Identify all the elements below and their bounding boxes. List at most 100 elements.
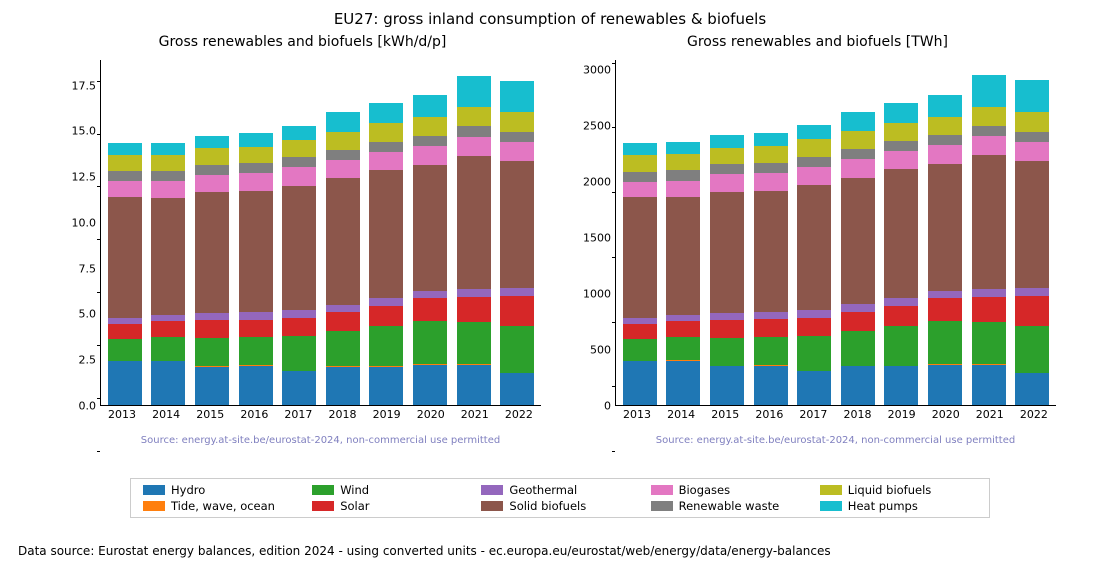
bar-segment-hydro	[797, 371, 831, 405]
legend-item-hydro: Hydro	[143, 483, 300, 497]
bar-segment-heatpumps	[151, 143, 185, 155]
y-tick-label: 500	[571, 344, 611, 357]
legend: HydroTide, wave, oceanWindSolarGeotherma…	[130, 478, 990, 518]
bar-slot	[234, 133, 278, 405]
bar-segment-solar	[884, 306, 918, 326]
bar-segment-biogases	[108, 181, 142, 197]
bar-segment-heatpumps	[797, 125, 831, 139]
bar-segment-heatpumps	[710, 135, 744, 148]
bar-segment-liquidbio	[841, 131, 875, 149]
bar-segment-renwaste	[797, 157, 831, 167]
bar-segment-liquidbio	[326, 132, 360, 150]
stacked-bar	[666, 142, 700, 405]
bar-segment-geothermal	[1015, 288, 1049, 295]
bar-segment-wind	[666, 337, 700, 361]
bar-segment-liquidbio	[282, 140, 316, 157]
bar-segment-solar	[797, 318, 831, 336]
y-tick-label: 17.5	[56, 79, 96, 92]
bar-segment-heatpumps	[108, 143, 142, 155]
legend-swatch	[820, 485, 842, 495]
bar-slot	[792, 125, 836, 405]
legend-item-heatpumps: Heat pumps	[820, 499, 977, 513]
bar-slot	[277, 126, 321, 405]
bar-segment-liquidbio	[108, 155, 142, 171]
bar-segment-biogases	[195, 175, 229, 192]
bar-segment-wind	[457, 322, 491, 364]
bar-segment-renwaste	[151, 171, 185, 181]
bar-segment-renwaste	[928, 135, 962, 145]
bar-segment-biogases	[326, 160, 360, 178]
bar-segment-solar	[1015, 296, 1049, 326]
bar-segment-renwaste	[457, 126, 491, 136]
stacked-bar	[151, 143, 185, 405]
x-tick-label: 2017	[791, 408, 835, 428]
right-panel: Gross renewables and biofuels [TWh] 0500…	[575, 52, 1060, 452]
bar-segment-hydro	[282, 371, 316, 405]
bar-segment-renwaste	[623, 172, 657, 182]
bar-segment-wind	[972, 322, 1006, 364]
bar-segment-biogases	[413, 146, 447, 165]
bar-segment-hydro	[710, 366, 744, 405]
stacked-bar	[1015, 80, 1049, 405]
bar-segment-solar	[500, 296, 534, 326]
stacked-bar	[413, 95, 447, 405]
stacked-bar	[326, 112, 360, 405]
figure: EU27: gross inland consumption of renewa…	[0, 0, 1100, 572]
legend-swatch	[651, 501, 673, 511]
bar-segment-biogases	[623, 182, 657, 198]
y-tick-mark	[612, 257, 615, 258]
bar-segment-renwaste	[239, 163, 273, 173]
y-tick-mark	[612, 63, 615, 64]
bar-segment-solidbio	[1015, 161, 1049, 289]
bar-segment-biogases	[457, 137, 491, 156]
legend-label: Wind	[340, 483, 369, 497]
bar-segment-solidbio	[239, 191, 273, 312]
left-bars	[101, 60, 541, 405]
y-tick-label: 2000	[571, 176, 611, 189]
bar-slot	[408, 95, 452, 405]
bar-segment-hydro	[841, 366, 875, 405]
x-tick-label: 2019	[880, 408, 924, 428]
bar-segment-biogases	[841, 159, 875, 177]
right-x-axis: 2013201420152016201720182019202020212022	[615, 408, 1056, 428]
bar-segment-renwaste	[413, 136, 447, 146]
stacked-bar	[623, 143, 657, 405]
bar-slot	[190, 136, 234, 405]
bar-segment-solidbio	[623, 197, 657, 318]
bar-segment-renwaste	[282, 157, 316, 167]
bar-segment-heatpumps	[884, 103, 918, 123]
legend-item-wind: Wind	[312, 483, 469, 497]
left-source-note: Source: energy.at-site.be/eurostat-2024,…	[100, 435, 541, 446]
bar-segment-solar	[195, 320, 229, 337]
bar-segment-liquidbio	[972, 107, 1006, 126]
bar-segment-biogases	[151, 181, 185, 197]
bar-segment-heatpumps	[841, 112, 875, 131]
bar-segment-heatpumps	[195, 136, 229, 149]
bar-segment-hydro	[457, 365, 491, 405]
x-tick-label: 2019	[365, 408, 409, 428]
bar-segment-renwaste	[841, 149, 875, 159]
bar-segment-geothermal	[884, 298, 918, 306]
legend-swatch	[481, 501, 503, 511]
bar-segment-hydro	[108, 361, 142, 405]
bar-segment-solar	[972, 297, 1006, 323]
right-bars	[616, 60, 1056, 405]
bar-segment-hydro	[666, 361, 700, 405]
bar-segment-biogases	[928, 145, 962, 164]
bar-segment-renwaste	[195, 165, 229, 175]
bar-segment-solar	[413, 298, 447, 321]
right-plot-area	[615, 60, 1056, 406]
stacked-bar	[500, 81, 534, 405]
bar-segment-heatpumps	[623, 143, 657, 155]
y-tick-label: 0.0	[56, 400, 96, 413]
x-tick-label: 2013	[100, 408, 144, 428]
bar-segment-wind	[623, 339, 657, 361]
right-panel-title: Gross renewables and biofuels [TWh]	[575, 34, 1060, 50]
bar-segment-solar	[928, 298, 962, 321]
bar-segment-heatpumps	[754, 133, 788, 146]
bar-segment-hydro	[195, 367, 229, 405]
legend-label: Heat pumps	[848, 499, 918, 513]
bar-segment-solar	[239, 320, 273, 337]
bar-slot	[967, 75, 1011, 405]
stacked-bar	[884, 103, 918, 405]
